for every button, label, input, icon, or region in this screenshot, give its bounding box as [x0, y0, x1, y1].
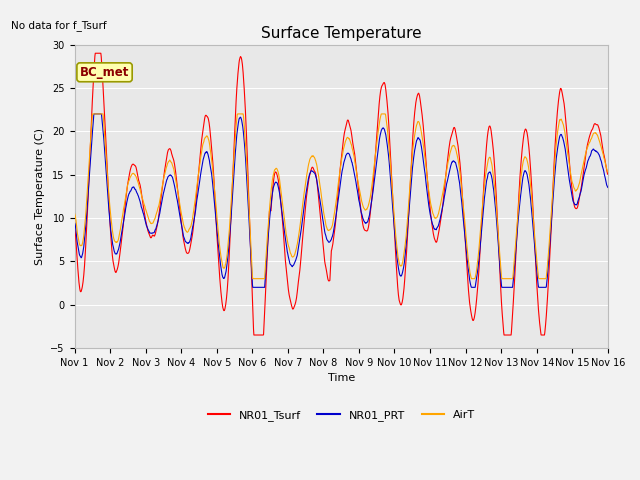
Y-axis label: Surface Temperature (C): Surface Temperature (C) [35, 128, 45, 265]
Text: BC_met: BC_met [80, 66, 129, 79]
Text: No data for f_Tsurf: No data for f_Tsurf [10, 20, 106, 31]
Legend: NR01_Tsurf, NR01_PRT, AirT: NR01_Tsurf, NR01_PRT, AirT [203, 405, 479, 425]
X-axis label: Time: Time [328, 373, 355, 384]
Title: Surface Temperature: Surface Temperature [261, 25, 422, 41]
